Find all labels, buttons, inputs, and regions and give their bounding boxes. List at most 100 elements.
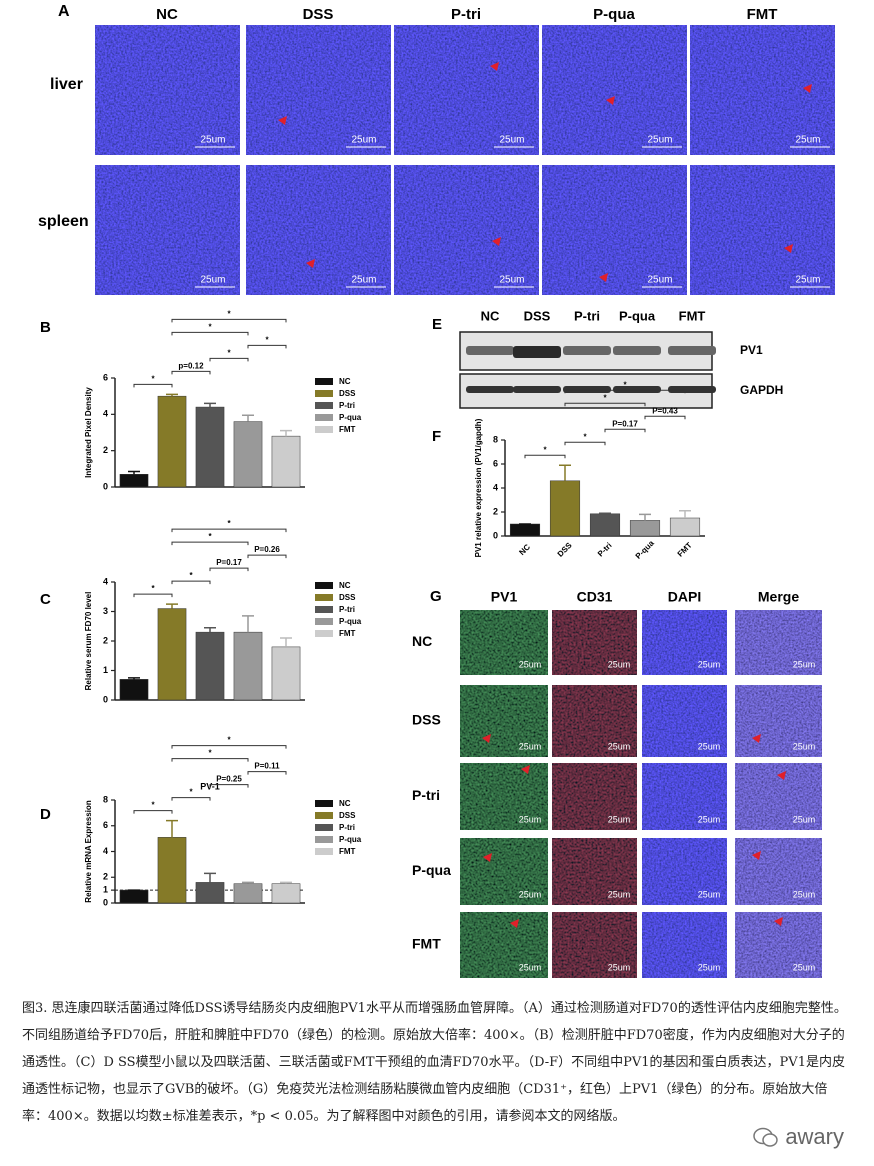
bar: [549, 480, 581, 537]
significance-bracket: [171, 331, 249, 336]
row-label: DSS: [412, 712, 441, 728]
scale-label: 25um: [499, 135, 524, 146]
arrowhead: [490, 62, 499, 71]
y-tick-label: 0: [103, 481, 108, 491]
y-tick-label: 2: [103, 635, 108, 645]
panel-label: C: [40, 591, 51, 608]
bar: [669, 517, 701, 537]
micrograph: [246, 165, 391, 295]
significance-label: *: [623, 380, 627, 389]
scale-label: 25um: [200, 275, 225, 286]
row-label: FMT: [412, 936, 441, 952]
scale-label: 25um: [351, 135, 376, 146]
error-bar: [242, 615, 254, 633]
arrowhead: [492, 237, 501, 246]
arrowhead: [483, 853, 492, 862]
significance-bracket: [171, 528, 287, 533]
scale-label: 25um: [519, 741, 542, 751]
scale-label: 25um: [698, 659, 721, 669]
significance-label: *: [227, 309, 231, 318]
legend-label: DSS: [339, 811, 356, 820]
significance-label: P=0.25: [216, 775, 242, 784]
legend-label: NC: [339, 377, 351, 386]
micrograph: [552, 763, 637, 830]
significance-label: P=0.11: [254, 762, 280, 771]
y-tick-label: 8: [103, 794, 108, 804]
arrowhead: [482, 734, 491, 743]
band-label: PV1: [740, 343, 763, 357]
x-tick-label: FMT: [676, 541, 694, 559]
band: [513, 346, 561, 358]
error-bar: [639, 513, 651, 521]
y-axis-title: Relative mRNA Expression: [84, 800, 93, 903]
legend-swatch: [315, 402, 333, 409]
significance-bracket: [604, 428, 646, 433]
significance-bracket: [171, 370, 211, 375]
band: [668, 386, 716, 393]
micrograph: [552, 912, 637, 978]
band: [466, 386, 514, 393]
significance-bracket: [171, 318, 287, 323]
micrograph: [542, 25, 687, 155]
micrograph: [690, 165, 835, 295]
y-tick-label: 1: [103, 885, 108, 895]
bar: [119, 679, 149, 701]
scale-label: 25um: [647, 135, 672, 146]
y-tick-label: 6: [103, 820, 108, 830]
column-label: P-tri: [451, 6, 481, 23]
arrowhead: [599, 273, 608, 282]
error-bar: [599, 512, 611, 514]
micrograph: [394, 165, 539, 295]
legend-swatch: [315, 848, 333, 855]
bar: [195, 882, 225, 904]
significance-label: *: [208, 749, 212, 758]
legend-swatch: [315, 812, 333, 819]
y-tick-label: 0: [103, 694, 108, 704]
legend-label: DSS: [339, 389, 356, 398]
significance-bracket: [524, 454, 566, 459]
watermark: awary: [753, 1124, 844, 1150]
micrograph: [642, 610, 727, 675]
error-bar: [280, 881, 292, 884]
scale-label: 25um: [698, 814, 721, 824]
micrograph: [460, 763, 548, 830]
legend-swatch: [315, 800, 333, 807]
significance-bracket: [171, 541, 249, 546]
scale-label: 25um: [698, 741, 721, 751]
significance-bracket: [564, 389, 686, 394]
scale-label: 25um: [793, 889, 816, 899]
micrograph: [246, 25, 391, 155]
error-bar: [679, 510, 691, 518]
bar: [157, 395, 187, 488]
y-tick-label: 2: [103, 872, 108, 882]
scale-label: 25um: [200, 135, 225, 146]
arrowhead: [278, 116, 287, 125]
significance-label: *: [208, 532, 212, 541]
micrograph: [642, 685, 727, 757]
bar: [195, 406, 225, 488]
micrograph: [642, 763, 727, 830]
micrograph: [735, 610, 822, 675]
micrograph: [690, 25, 835, 155]
bar: [271, 646, 301, 701]
y-tick-label: 6: [103, 372, 108, 382]
significance-label: P=0.17: [612, 419, 638, 428]
error-bar: [128, 470, 140, 475]
column-label: Merge: [758, 589, 799, 605]
row-label: NC: [412, 633, 432, 649]
band: [668, 346, 716, 355]
y-tick-label: 2: [103, 445, 108, 455]
y-tick-label: 6: [493, 458, 498, 468]
micrograph: [460, 610, 548, 675]
arrowhead: [521, 765, 530, 774]
arrowhead: [752, 734, 761, 743]
band: [613, 346, 661, 355]
x-tick-label: P-tri: [596, 541, 614, 559]
significance-bracket: [247, 344, 287, 349]
error-bar: [204, 872, 216, 883]
legend-label: NC: [339, 799, 351, 808]
row-label: liver: [50, 76, 83, 93]
figure: A NC DSS P-tri P-qua FMT liver 25um 25um 25um 25um…: [38, 3, 835, 978]
legend-label: NC: [339, 581, 351, 590]
micrograph: [95, 25, 240, 155]
